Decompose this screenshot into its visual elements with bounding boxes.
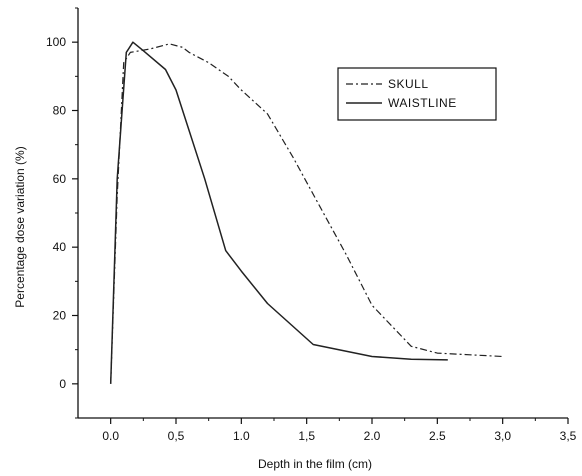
y-tick-label: 40 <box>53 240 67 254</box>
series-line-skull <box>110 43 503 384</box>
y-tick-label: 60 <box>53 172 67 186</box>
y-tick-label: 100 <box>46 35 66 49</box>
legend-label-waistline: WAISTLINE <box>388 96 457 110</box>
x-tick-label: 2.0 <box>364 429 381 443</box>
y-axis-title: Percentage dose variation (%) <box>13 146 27 307</box>
x-tick-label: 0.0 <box>102 429 119 443</box>
x-tick-label: 1.0 <box>233 429 250 443</box>
x-tick-label: 2.5 <box>429 429 446 443</box>
chart-legend: SKULL WAISTLINE <box>337 67 497 121</box>
y-tick-label: 0 <box>59 377 66 391</box>
legend-label-skull: SKULL <box>388 77 429 91</box>
x-tick-label: 0,5 <box>168 429 185 443</box>
legend-box <box>337 67 497 121</box>
y-tick-label: 20 <box>53 309 67 323</box>
x-tick-label: 3,0 <box>494 429 511 443</box>
chart-ticks: 0.0 0,5 1.0 1,5 2.0 2.5 3,0 3,5 0 20 40 60 80 100 <box>46 7 577 443</box>
x-tick-label: 3,5 <box>560 429 577 443</box>
x-tick-label: 1,5 <box>298 429 315 443</box>
y-tick-label: 80 <box>53 104 67 118</box>
series-line-waistline <box>109 41 448 384</box>
x-axis-title: Depth in the film (cm) <box>258 457 372 471</box>
chart-series <box>109 41 503 384</box>
